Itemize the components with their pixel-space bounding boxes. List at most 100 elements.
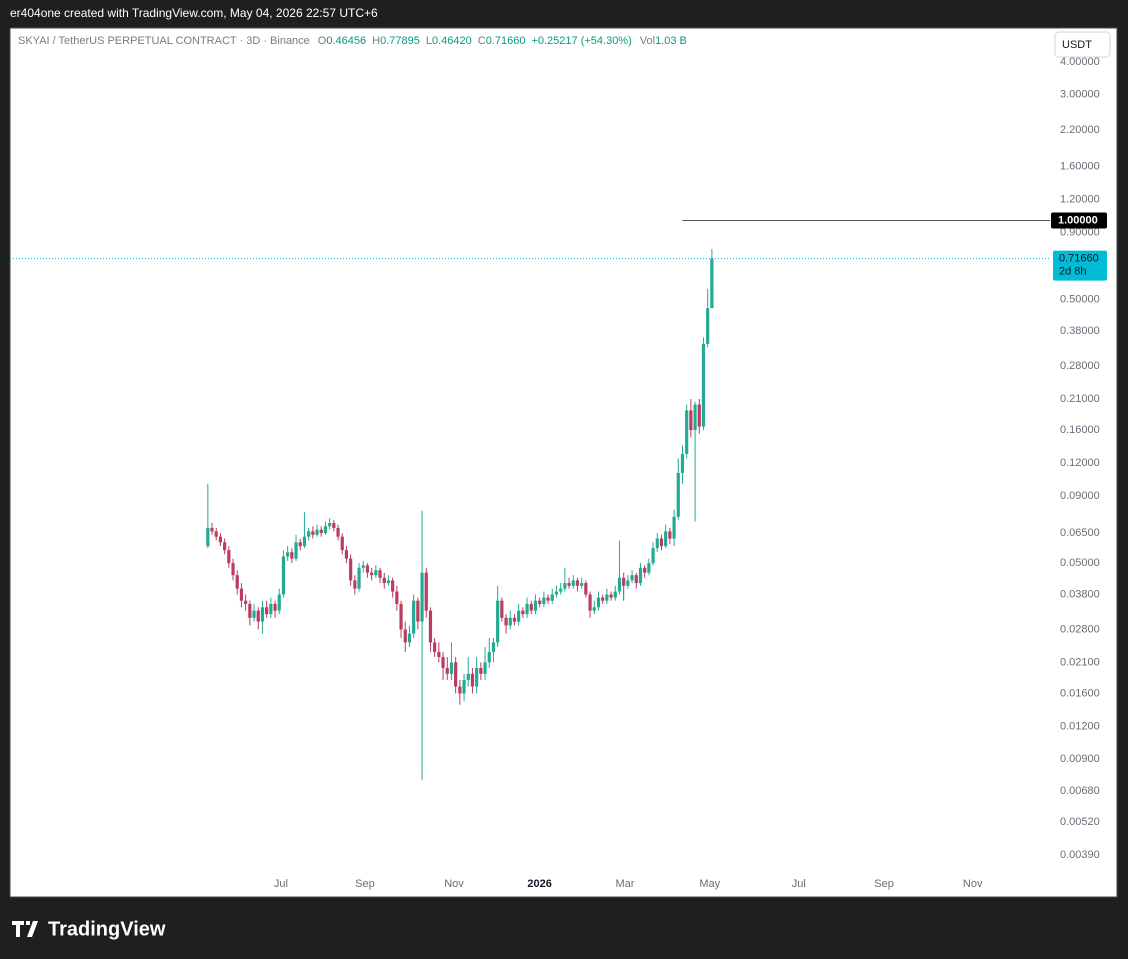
candle-body [386, 580, 391, 584]
candle-body [328, 523, 332, 527]
candle-body [546, 597, 550, 601]
y-tick-label: 0.00520 [1060, 816, 1100, 828]
candle-body [336, 527, 340, 537]
legend-value: 0.46456 [326, 35, 366, 47]
candle-body [512, 617, 517, 622]
y-tick-label: 0.00680 [1060, 785, 1100, 797]
candle-body [298, 542, 302, 547]
candle-body [407, 633, 412, 643]
candle-body [307, 531, 311, 537]
legend-value: 1.03 B [655, 35, 687, 47]
logo-icon [12, 921, 38, 937]
candle-body [706, 308, 710, 344]
x-tick-label: Nov [963, 878, 983, 890]
candle-body [391, 580, 395, 592]
candle-body [487, 651, 491, 663]
y-tick-label: 0.05000 [1060, 557, 1100, 569]
candle-body [290, 552, 294, 559]
candle-body [399, 603, 403, 630]
caption: er404one created with TradingView.com, M… [10, 6, 378, 20]
candle-body [315, 529, 319, 535]
legend-change: +0.25217 (+54.30%) [531, 35, 631, 47]
y-tick-label: 0.16000 [1060, 424, 1100, 436]
legend-key: C [478, 35, 486, 47]
candle-body [256, 610, 260, 622]
currency-button[interactable] [1054, 31, 1111, 58]
candle-body [470, 673, 475, 687]
candle-body [693, 404, 697, 431]
legend-key: Vol [640, 35, 655, 47]
y-tick-label: 3.00000 [1060, 89, 1100, 101]
candle-body [559, 588, 563, 592]
candle-body [445, 667, 449, 674]
legend-key: L [426, 35, 432, 47]
candle-body [479, 667, 483, 674]
candle-body [210, 527, 214, 532]
candle-body [697, 404, 701, 427]
candle-body [218, 536, 223, 543]
candle-body [357, 567, 361, 589]
logo-text: TradingView [48, 918, 166, 940]
currency-label[interactable]: USDT [1062, 39, 1092, 51]
x-tick-label: Jul [274, 878, 288, 890]
candle-body [332, 523, 336, 528]
candle-body [517, 610, 521, 622]
y-tick-label: 0.09000 [1060, 490, 1100, 502]
candle-body [550, 594, 554, 601]
candle-body [626, 580, 630, 586]
candle-body [382, 577, 386, 584]
x-tick-label: Nov [444, 878, 464, 890]
candle-body [449, 662, 454, 674]
y-tick-label: 1.20000 [1060, 194, 1100, 206]
candle-body [441, 657, 445, 668]
candle-body [349, 558, 353, 581]
countdown: 2d 8h [1059, 265, 1087, 277]
candle-body [475, 667, 479, 687]
candle-body [567, 583, 571, 586]
legend-symbol: SKYAI / TetherUS PERPETUAL CONTRACT · 3D… [18, 35, 310, 47]
legend-key: O [318, 35, 327, 47]
legend-value: 0.46420 [432, 35, 472, 47]
candle-body [235, 575, 239, 589]
y-tick-label: 0.02800 [1060, 623, 1100, 635]
candle-body [319, 529, 323, 534]
candle-body [223, 542, 227, 551]
candle-body [231, 563, 235, 576]
candle-body [462, 679, 466, 694]
candle-body [437, 651, 441, 658]
candle-body [554, 591, 559, 595]
candle-body [433, 642, 437, 652]
horizontal-line-label: 1.00000 [1058, 214, 1098, 226]
candle-body [458, 686, 462, 694]
y-tick-label: 0.28000 [1060, 360, 1100, 372]
candle-body [395, 591, 399, 604]
x-tick-label: Jul [792, 878, 806, 890]
candle-body [265, 607, 269, 615]
candle-body [269, 603, 273, 615]
candle-body [428, 610, 433, 643]
candle-body [370, 572, 374, 576]
last-price-label: 0.71660 [1059, 252, 1099, 264]
candle-body [248, 603, 252, 618]
candle-body [571, 580, 575, 586]
candle-body [214, 531, 218, 537]
candle-body [588, 594, 592, 611]
horizontal-line-tag [1051, 212, 1107, 229]
x-tick-label: Sep [355, 878, 375, 890]
y-tick-label: 2.20000 [1060, 124, 1100, 136]
candle-body [580, 583, 584, 586]
candle-body [239, 588, 244, 601]
candle-body [252, 610, 256, 618]
candle-body [668, 531, 672, 539]
legend-value: 0.71660 [486, 35, 526, 47]
candle-body [491, 642, 496, 652]
candle-body [710, 258, 714, 309]
candle-body [340, 536, 344, 551]
candle-body [622, 577, 626, 586]
candle-body [542, 597, 546, 604]
candle-body [412, 600, 416, 634]
candle-body [286, 552, 290, 557]
y-tick-label: 1.60000 [1060, 161, 1100, 173]
